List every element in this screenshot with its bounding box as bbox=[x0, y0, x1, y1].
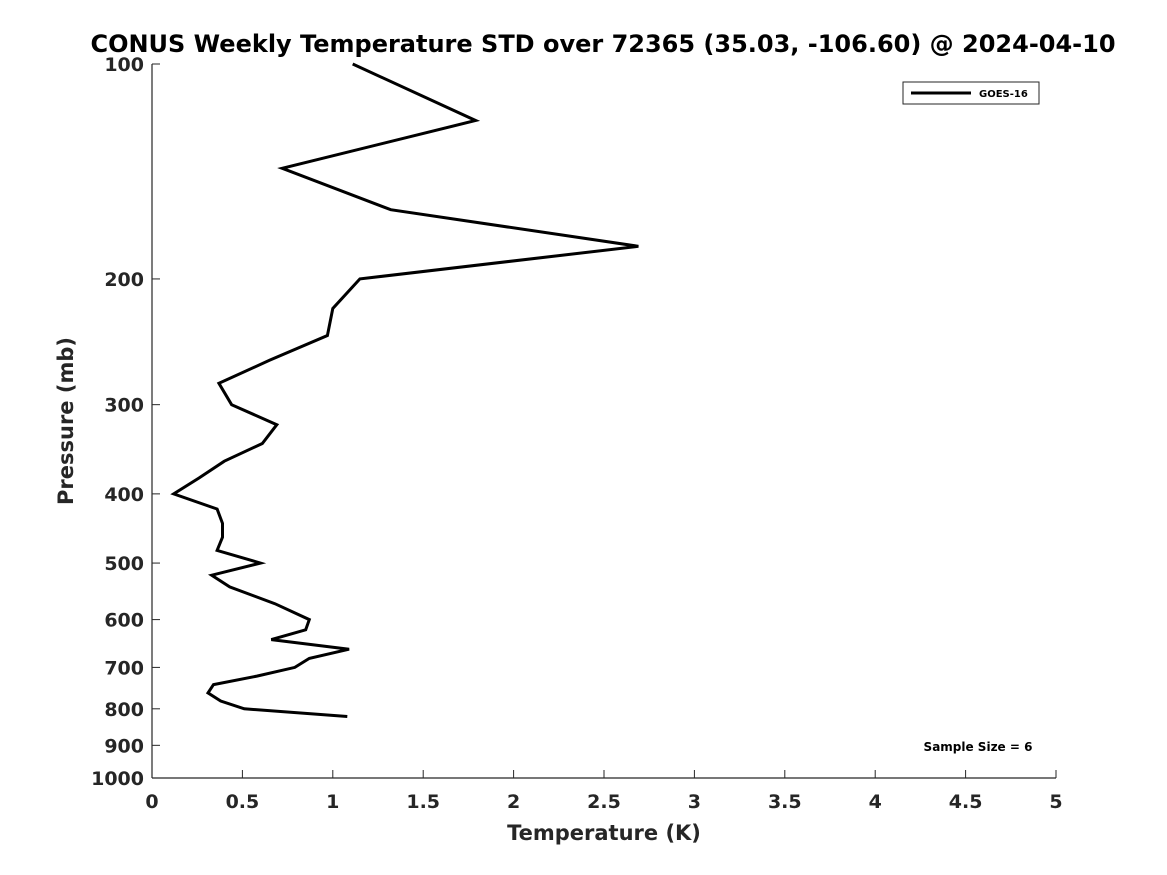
x-tick-label: 1 bbox=[326, 791, 339, 813]
x-tick-label: 2.5 bbox=[587, 791, 621, 813]
y-tick-label: 1000 bbox=[91, 768, 144, 790]
y-tick-label: 200 bbox=[104, 269, 144, 291]
y-tick-label: 900 bbox=[104, 735, 144, 757]
sample-size-annotation: Sample Size = 6 bbox=[924, 740, 1033, 754]
x-tick-label: 0 bbox=[145, 791, 158, 813]
x-ticks: 0 0.5 1 1.5 2 2.5 3 3.5 4 4.5 5 bbox=[145, 770, 1063, 813]
y-ticks: 100 200 300 400 500 600 700 800 900 1000 bbox=[91, 54, 160, 790]
y-tick-label: 800 bbox=[104, 699, 144, 721]
x-tick-label: 2 bbox=[507, 791, 520, 813]
y-tick-label: 700 bbox=[104, 657, 144, 679]
legend: GOES-16 bbox=[902, 81, 1040, 105]
series-line-goes-16 bbox=[170, 62, 639, 718]
x-tick-label: 4 bbox=[869, 791, 882, 813]
y-tick-label: 300 bbox=[104, 395, 144, 417]
x-tick-label: 3.5 bbox=[768, 791, 802, 813]
chart-title: CONUS Weekly Temperature STD over 72365 … bbox=[90, 30, 1115, 58]
x-tick-label: 4.5 bbox=[949, 791, 983, 813]
x-tick-label: 3 bbox=[688, 791, 701, 813]
x-axis-label: Temperature (K) bbox=[507, 821, 701, 845]
legend-label-goes-16: GOES-16 bbox=[979, 89, 1028, 100]
x-tick-label: 5 bbox=[1049, 791, 1062, 813]
series-layer bbox=[170, 62, 639, 718]
y-tick-label: 400 bbox=[104, 484, 144, 506]
x-tick-label: 0.5 bbox=[226, 791, 260, 813]
y-tick-label: 100 bbox=[104, 54, 144, 76]
y-axis-label: Pressure (mb) bbox=[54, 337, 78, 505]
y-tick-label: 600 bbox=[104, 610, 144, 632]
y-tick-label: 500 bbox=[104, 553, 144, 575]
x-tick-label: 1.5 bbox=[406, 791, 440, 813]
